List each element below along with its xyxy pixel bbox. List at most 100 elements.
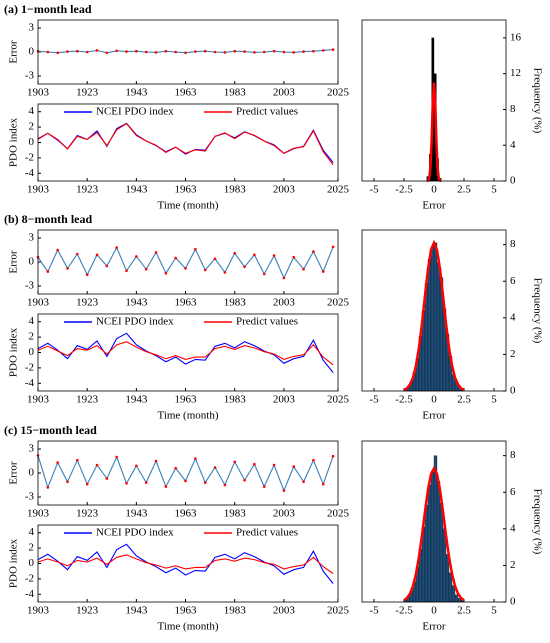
x-tick-label: 2025 — [327, 605, 350, 617]
point — [95, 463, 99, 467]
point — [282, 489, 286, 492]
y-tick-label: 0 — [29, 557, 35, 569]
bar — [436, 262, 441, 392]
legend-label: Predict values — [236, 527, 298, 539]
y-axis-label: Error — [8, 461, 20, 485]
point — [331, 454, 335, 458]
point — [105, 51, 109, 55]
y-tick-label: -3 — [25, 280, 35, 292]
series-line — [37, 122, 334, 166]
point — [85, 482, 89, 486]
point — [66, 50, 69, 53]
x-tick-label: 2.5 — [457, 605, 471, 617]
x-tick-label: 2.5 — [457, 184, 471, 196]
point — [194, 50, 197, 53]
x-tick-label: 2025 — [327, 508, 350, 520]
point — [243, 265, 246, 269]
point — [292, 255, 296, 259]
point — [282, 276, 286, 280]
point — [144, 267, 148, 271]
x-tick-label: -2.5 — [395, 184, 413, 196]
point — [115, 246, 118, 249]
x-tick-label: -5 — [369, 394, 379, 406]
point — [105, 477, 109, 480]
y-tick-label: 6 — [510, 486, 516, 498]
x-tick-label: 1963 — [175, 605, 198, 617]
point — [253, 253, 256, 257]
point — [76, 252, 79, 256]
x-tick-label: 2003 — [273, 605, 296, 617]
point — [321, 49, 325, 52]
x-tick-label: 1923 — [76, 297, 99, 309]
point — [115, 49, 118, 53]
point — [154, 251, 158, 254]
series-line — [37, 332, 334, 373]
point — [154, 51, 158, 54]
point — [292, 465, 296, 468]
x-tick-label: 1983 — [224, 605, 247, 617]
bar — [424, 504, 429, 603]
series-line — [37, 341, 334, 366]
point — [105, 264, 109, 268]
y-tick-label: -4 — [25, 588, 35, 600]
point — [292, 51, 296, 54]
y-tick-label: 0 — [29, 467, 35, 479]
y-tick-label: 16 — [510, 31, 522, 43]
point — [272, 254, 276, 257]
bar — [439, 503, 444, 603]
x-tick-label: -5 — [369, 184, 379, 196]
point — [223, 271, 227, 274]
point — [203, 268, 207, 272]
x-tick-label: -2.5 — [395, 394, 413, 406]
bar — [427, 259, 432, 392]
plot-frame — [361, 229, 507, 392]
point — [321, 482, 325, 486]
fit-curve — [403, 465, 465, 602]
point — [66, 480, 69, 484]
x-tick-label: 2025 — [327, 297, 350, 309]
point — [233, 251, 237, 255]
x-tick-label: 1963 — [175, 87, 198, 99]
x-tick-label: 1983 — [224, 394, 247, 406]
series-line — [37, 246, 334, 280]
bar — [430, 471, 435, 603]
x-tick-label: 1923 — [76, 508, 99, 520]
y-tick-label: 8 — [510, 103, 516, 115]
point — [56, 51, 59, 55]
legend-label: Predict values — [236, 316, 298, 328]
y-tick-label: 2 — [510, 348, 516, 360]
point — [321, 270, 325, 273]
point — [312, 458, 315, 462]
y-tick-label: -4 — [25, 377, 35, 389]
plot-frame — [361, 440, 507, 603]
point — [66, 267, 69, 270]
plot-frame — [37, 440, 339, 506]
x-tick-label: 1903 — [27, 87, 50, 99]
point — [135, 464, 138, 468]
point — [135, 49, 138, 53]
x-tick-label: 5 — [491, 394, 497, 406]
point — [85, 50, 89, 54]
panel-title: (a) 1−month lead — [4, 2, 92, 16]
point — [46, 486, 50, 489]
y-tick-label: 4 — [510, 139, 516, 151]
x-tick-label: 1923 — [76, 87, 99, 99]
x-tick-label: 1983 — [224, 184, 247, 196]
x-tick-label: -5 — [369, 605, 379, 617]
y-tick-label: 2 — [29, 331, 35, 343]
x-tick-label: 1923 — [76, 605, 99, 617]
x-axis-label: Time (month) — [157, 621, 218, 633]
x-tick-label: 1923 — [76, 394, 99, 406]
legend-label: NCEI PDO index — [96, 106, 174, 118]
fit-curve — [426, 82, 442, 183]
y-tick-label: 3 — [29, 443, 35, 455]
point — [135, 255, 138, 258]
point — [194, 457, 197, 460]
point — [184, 479, 187, 483]
point — [174, 256, 178, 260]
y-tick-label: 0 — [29, 136, 35, 148]
point — [331, 245, 335, 249]
x-tick-label: 2025 — [327, 184, 350, 196]
point — [213, 50, 217, 54]
point — [302, 480, 305, 484]
